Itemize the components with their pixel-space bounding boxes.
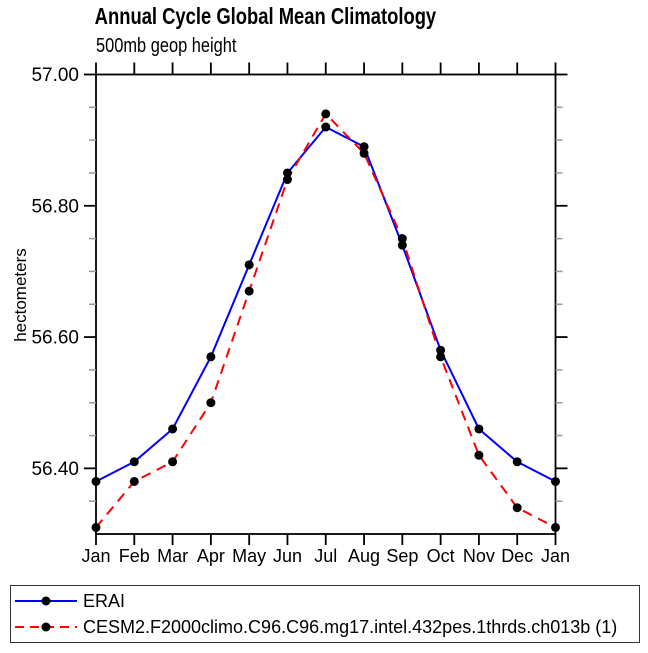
series-marker [91,476,101,486]
series-marker [244,286,254,296]
x-tick-label: Jun [273,546,302,566]
x-tick-label: Sep [386,546,418,566]
series-marker [168,457,178,467]
y-tick-label: 57.00 [31,65,79,86]
plot-area: Jan Feb Mar Apr May Jun Jul Aug Sep Oct Nov Dec Jan 5… [31,62,570,566]
series-marker [206,398,216,408]
series-marker [359,142,369,152]
series-marker [129,476,139,486]
chart-title-text: Annual Cycle Global Mean Climatology [94,3,436,29]
legend-item: ERAI [11,589,639,613]
series-marker [551,522,560,532]
x-tick-label: Aug [348,546,380,566]
series-marker [512,503,522,513]
series-marker [474,450,484,460]
series-marker [168,424,178,434]
series-marker [282,175,292,185]
x-tick-label: Mar [157,546,188,566]
series-marker [321,109,331,119]
x-tick-label: Apr [197,546,225,566]
series-marker [129,457,139,467]
x-tick-label: May [232,546,266,566]
legend-label: CESM2.F2000climo.C96.C96.mg17.intel.432p… [83,617,618,638]
x-tick-label: Jul [314,546,337,566]
y-tick-label: 56.60 [31,328,79,349]
series-marker [91,522,101,532]
series-marker [282,168,292,178]
series-marker [436,352,446,362]
x-tick-label: Oct [427,546,455,566]
chart-subtitle: 500mb geop height [96,35,237,57]
series-line-0 [95,125,556,483]
legend: ERAI CESM2.F2000climo.C96.C96.mg17.intel.… [10,585,640,643]
x-tick-label: Feb [119,546,150,566]
series-marker [551,476,560,486]
y-tick-label: 56.40 [31,459,79,480]
series-marker [436,345,446,355]
x-tick-label: Jan [81,546,110,566]
series-marker [244,260,254,270]
legend-item: CESM2.F2000climo.C96.C96.mg17.intel.432p… [11,615,639,639]
legend-label: ERAI [83,590,126,611]
series-marker [206,352,216,362]
x-tick-label: Dec [501,546,533,566]
series-line-1 [95,112,556,529]
chart-title: Annual Cycle Global Mean Climatology [0,3,530,30]
series-marker [397,240,407,250]
series-marker [512,457,522,467]
series-marker [397,234,407,244]
legend-swatch-dashed-line [15,622,77,632]
x-tick-label: Jan [541,546,570,566]
y-tick-label: 56.80 [31,196,79,217]
series-marker [359,148,369,158]
series-marker [321,122,331,132]
legend-swatch-solid-line [15,596,77,606]
series-marker [474,424,484,434]
x-tick-label: Nov [463,546,495,566]
